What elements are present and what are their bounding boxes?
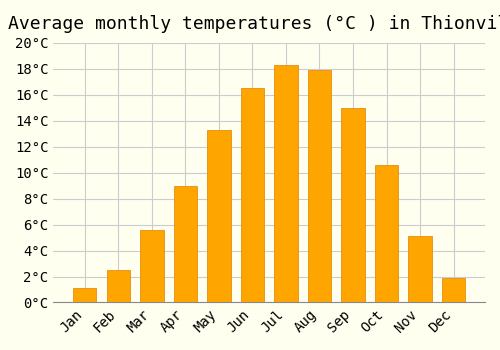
Bar bbox=[140, 230, 164, 302]
Bar bbox=[174, 186, 197, 302]
Bar bbox=[207, 130, 231, 302]
Bar bbox=[274, 65, 297, 302]
Bar bbox=[240, 88, 264, 302]
Bar bbox=[342, 108, 365, 302]
Title: Average monthly temperatures (°C ) in Thionville: Average monthly temperatures (°C ) in Th… bbox=[8, 15, 500, 33]
Bar bbox=[442, 278, 466, 302]
Bar bbox=[106, 270, 130, 302]
Bar bbox=[308, 70, 331, 302]
Bar bbox=[375, 165, 398, 302]
Bar bbox=[73, 288, 96, 302]
Bar bbox=[408, 236, 432, 302]
